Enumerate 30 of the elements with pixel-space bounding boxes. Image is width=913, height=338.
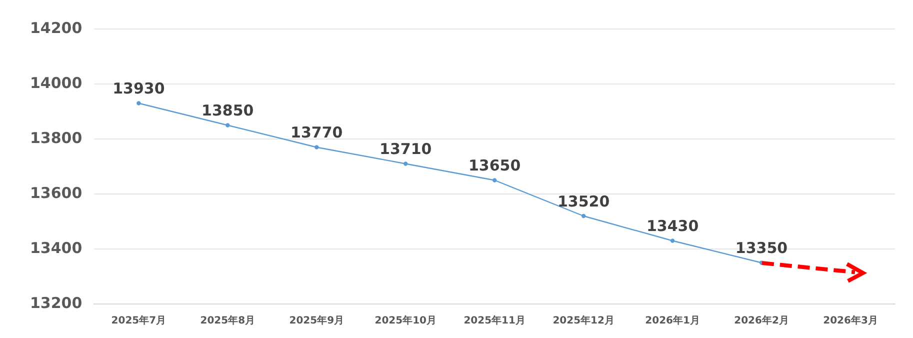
y-tick-label: 14000 [30, 74, 82, 92]
data-label: 13850 [202, 102, 254, 120]
x-tick-label: 2025年12月 [552, 314, 614, 327]
x-tick-label: 2025年8月 [200, 314, 256, 327]
y-tick-label: 13400 [30, 238, 82, 257]
x-tick-label: 2025年10月 [374, 314, 436, 327]
data-label: 13930 [112, 80, 165, 98]
data-label: 13710 [380, 140, 432, 158]
y-tick-label: 13200 [30, 294, 82, 312]
y-tick-label: 14200 [30, 18, 82, 37]
x-tick-label: 2025年7月 [111, 314, 166, 327]
x-tick-label: 2026年3月 [823, 314, 878, 327]
x-tick-label: 2026年1月 [645, 314, 700, 327]
point [581, 214, 586, 218]
point [492, 178, 497, 182]
data-label: 13650 [468, 156, 521, 175]
data-label: 13520 [557, 192, 610, 210]
y-tick-label: 13800 [30, 128, 82, 147]
point [314, 145, 319, 150]
x-tick-label: 2025年9月 [289, 314, 344, 327]
y-tick-label: 13600 [30, 184, 82, 202]
x-tick-label: 2025年11月 [464, 314, 526, 327]
data-label: 13430 [646, 217, 699, 236]
point [670, 238, 675, 243]
data-label: 13770 [290, 124, 343, 142]
data-label: 13350 [735, 239, 788, 258]
point [404, 162, 408, 166]
point [226, 123, 230, 128]
x-tick-label: 2026年2月 [734, 314, 789, 327]
point [136, 101, 141, 106]
